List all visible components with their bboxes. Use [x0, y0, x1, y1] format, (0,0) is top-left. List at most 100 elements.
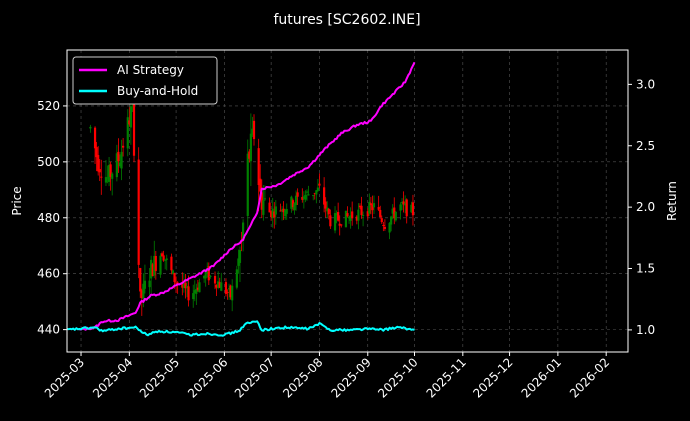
candle-body [372, 203, 376, 208]
candle-body [104, 177, 108, 183]
candle-body [257, 148, 260, 186]
candle-body [207, 266, 210, 281]
candle-body [327, 208, 330, 215]
candle-body [371, 204, 374, 211]
candle-body [291, 200, 295, 207]
candle-body [95, 147, 98, 158]
candle-body [357, 209, 360, 221]
candle-body [235, 269, 238, 288]
candle-body [196, 287, 199, 290]
candle-body [360, 205, 363, 216]
candle-body [259, 178, 262, 192]
candle-body [181, 282, 184, 288]
return-lines [66, 61, 416, 337]
candle-body [117, 151, 120, 162]
candle-body [347, 217, 351, 219]
candle-body [140, 290, 143, 299]
candle-body [109, 164, 112, 177]
candle-body [263, 198, 267, 200]
candle-body [150, 259, 153, 279]
series-line-ai-strategy [79, 61, 416, 331]
y-left-tick-label: 460 [37, 267, 60, 281]
candle-body [262, 200, 265, 215]
candle-body [302, 196, 305, 199]
y-axis-left-label: Price [10, 186, 24, 215]
candle-body [215, 284, 218, 288]
candle-body [323, 187, 326, 205]
y-right-tick-label: 2.5 [636, 139, 655, 153]
candle-body [383, 226, 386, 229]
candle-body [294, 195, 298, 205]
candle-body [366, 211, 369, 217]
candle-body [217, 281, 220, 289]
candle-body [404, 203, 407, 206]
candle-body [369, 203, 372, 206]
candle-body [344, 210, 348, 228]
candle-body [115, 153, 118, 178]
y-right-tick-label: 1.5 [636, 262, 655, 276]
candle-body [355, 216, 358, 221]
candle-body [284, 210, 287, 217]
candle-body [162, 255, 165, 261]
candle-body [176, 282, 179, 284]
candle-body [165, 258, 168, 260]
candle-body [142, 283, 145, 299]
legend: AI Strategy Buy-and-Hold [72, 56, 218, 105]
candle-body [305, 191, 309, 193]
candle-body [282, 208, 285, 213]
candle-body [411, 202, 415, 216]
candle-body [274, 206, 277, 215]
candle-body [203, 275, 206, 279]
y-left-tick-label: 500 [37, 155, 60, 169]
candle-body [307, 194, 310, 196]
candle-body [315, 190, 318, 195]
candle-body [279, 210, 282, 212]
candle-body [97, 155, 100, 172]
candle-body [388, 223, 391, 233]
candle-body [139, 268, 142, 292]
candle-body [340, 224, 343, 226]
candle-body [118, 162, 122, 167]
candle-body [193, 290, 196, 294]
candle-body [98, 169, 101, 173]
candle-body [143, 280, 147, 289]
candle-body [238, 250, 242, 263]
y-right-tick-label: 1.0 [636, 323, 655, 337]
candle-body [399, 204, 402, 211]
candle-body [164, 259, 167, 261]
candle-body [93, 127, 97, 149]
candle-body [151, 264, 154, 277]
candle-body [220, 282, 223, 291]
candle-body [231, 285, 234, 301]
candle-body [229, 285, 232, 298]
candle-body [400, 202, 404, 204]
candle-body [148, 280, 151, 288]
candle-body [224, 282, 228, 294]
candle-body [410, 204, 413, 213]
candle-body [260, 192, 263, 210]
candle-body [377, 206, 380, 210]
candle-body [379, 210, 382, 218]
candle-body [318, 183, 321, 186]
candle-body [195, 288, 198, 294]
candle-body [326, 207, 329, 212]
candle-body [251, 128, 254, 135]
candle-body [394, 211, 397, 221]
y-left-tick-label: 520 [37, 99, 60, 113]
candle-body [290, 196, 293, 209]
legend-label-ai-strategy: AI Strategy [117, 63, 184, 77]
candle-body [390, 216, 393, 225]
candle-body [206, 269, 209, 274]
candle-body [153, 255, 156, 276]
y-axis-right-label: Return [665, 181, 679, 221]
candle-body [329, 215, 332, 227]
candle-body [337, 212, 340, 221]
candle-body [361, 214, 365, 216]
candle-body [296, 192, 299, 197]
candle-body [271, 208, 274, 218]
candle-body [248, 151, 251, 159]
y-left-tick-label: 440 [37, 323, 60, 337]
candle-body [209, 275, 212, 277]
candle-body [241, 222, 245, 241]
candle-body [185, 285, 189, 288]
